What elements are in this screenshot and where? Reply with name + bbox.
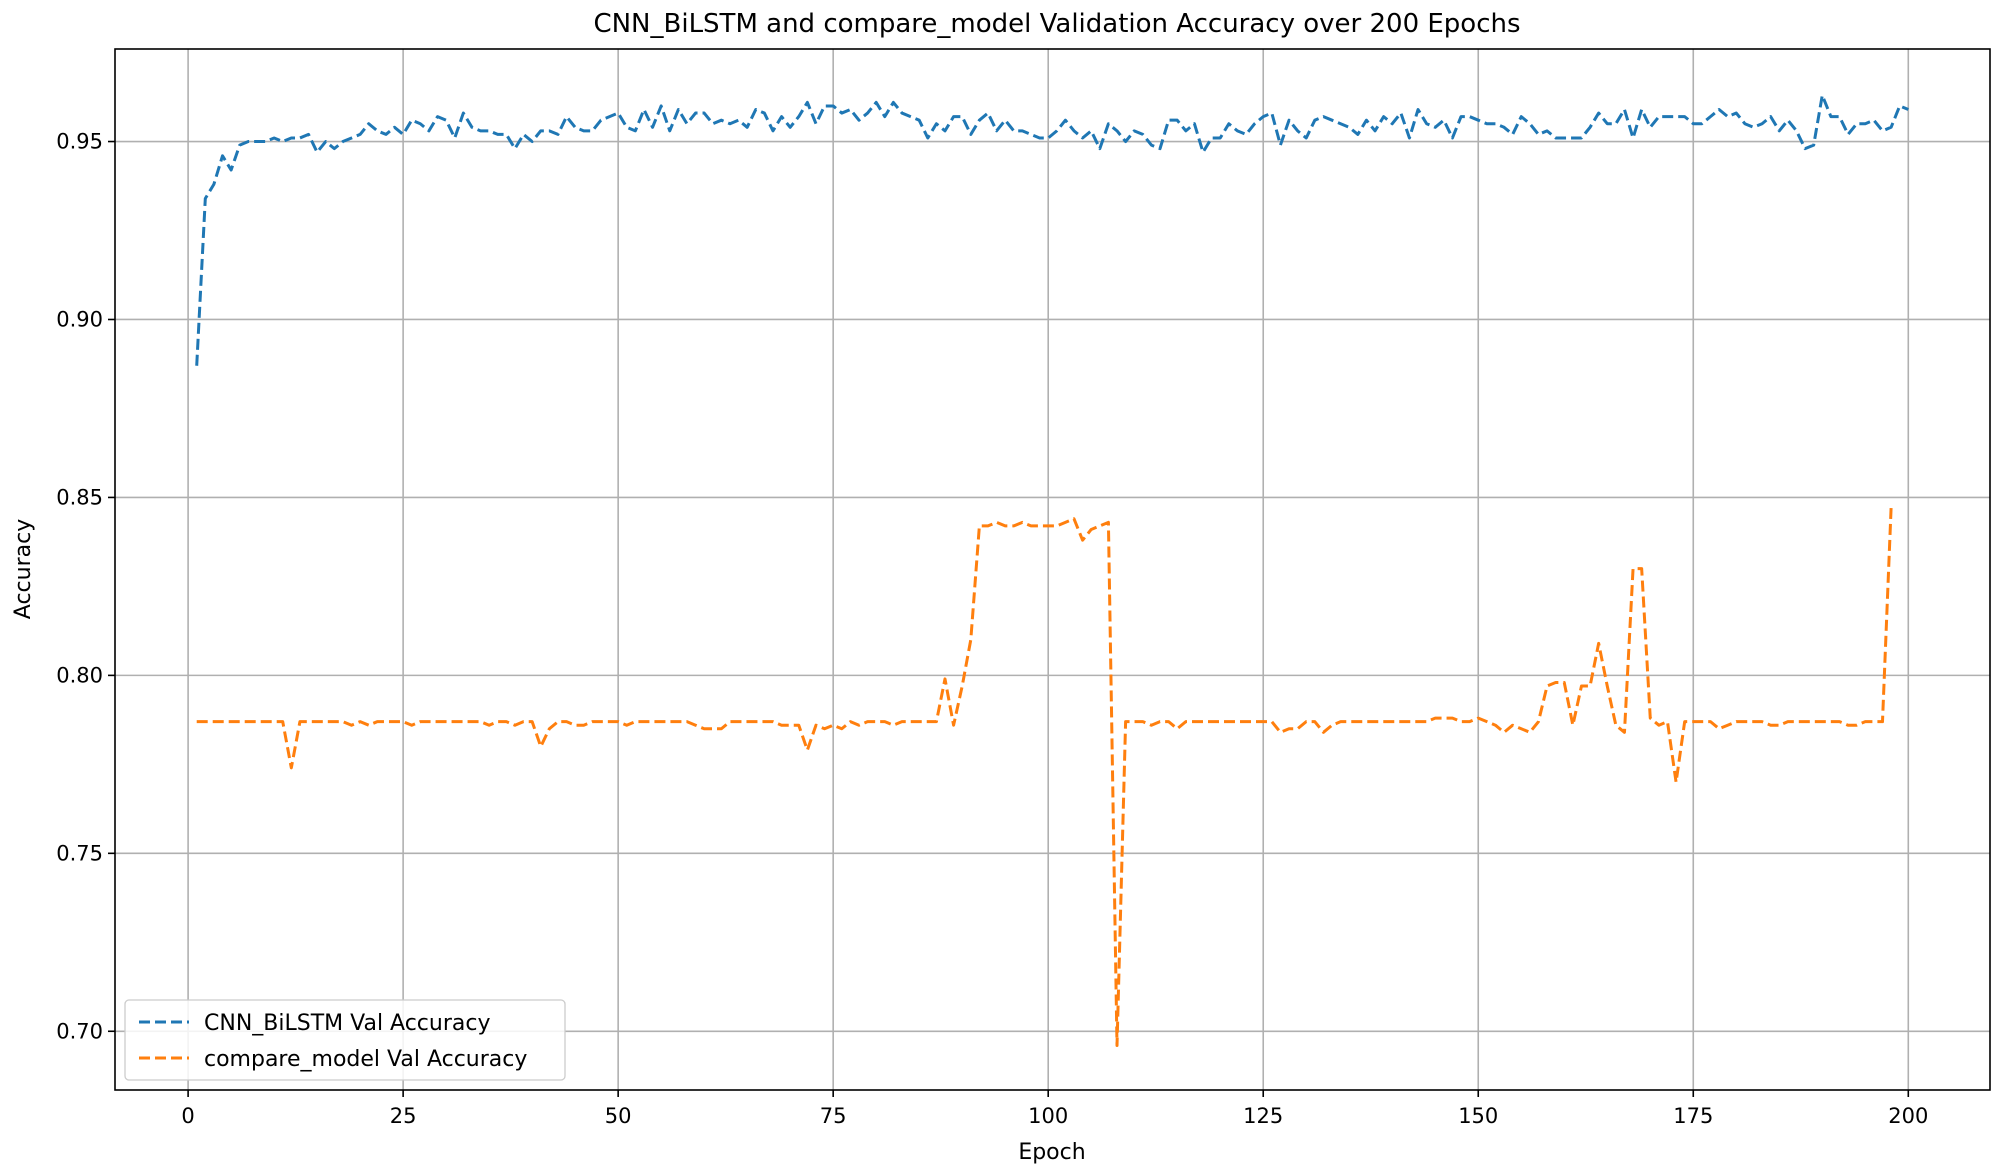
x-tick-label: 100: [1028, 1104, 1068, 1128]
series-group: [195, 93, 1909, 1048]
series-line-compare-model: [196, 508, 1893, 1048]
x-tick-label: 75: [820, 1104, 847, 1128]
plot-frame: [114, 48, 1991, 1091]
x-tick-label: 200: [1888, 1104, 1928, 1128]
y-axis-label: Accuracy: [11, 519, 36, 619]
y-tick-label: 0.95: [56, 130, 103, 154]
y-tick-label: 0.80: [56, 663, 103, 687]
y-tick-label: 0.75: [56, 841, 103, 865]
legend-label-compare-model: compare_model Val Accuracy: [204, 1047, 527, 1072]
y-tick-label: 0.90: [56, 307, 103, 331]
x-tick-label: 150: [1458, 1104, 1498, 1128]
x-tick-label: 175: [1673, 1104, 1713, 1128]
y-tick-label: 0.85: [56, 485, 103, 509]
legend-label-cnn-bilstm: CNN_BiLSTM Val Accuracy: [204, 1011, 490, 1036]
series-line-cnn-bilstm: [195, 93, 1909, 366]
chart-title: CNN_BiLSTM and compare_model Validation …: [593, 9, 1520, 39]
x-tick-label: 0: [181, 1104, 194, 1128]
x-tick-label: 125: [1243, 1104, 1283, 1128]
grid: [115, 49, 1990, 1090]
axis-ticks: 0 25 50 75 100 125 150 175 200 0.70 0.75 0.80 0.85 0.…: [56, 130, 1928, 1128]
legend: CNN_BiLSTM Val Accuracy compare_model Va…: [124, 999, 566, 1081]
legend-box: [124, 999, 566, 1081]
x-tick-label: 50: [605, 1104, 632, 1128]
x-tick-label: 25: [390, 1104, 417, 1128]
y-tick-label: 0.70: [56, 1019, 103, 1043]
x-axis-label: Epoch: [1018, 1140, 1085, 1165]
